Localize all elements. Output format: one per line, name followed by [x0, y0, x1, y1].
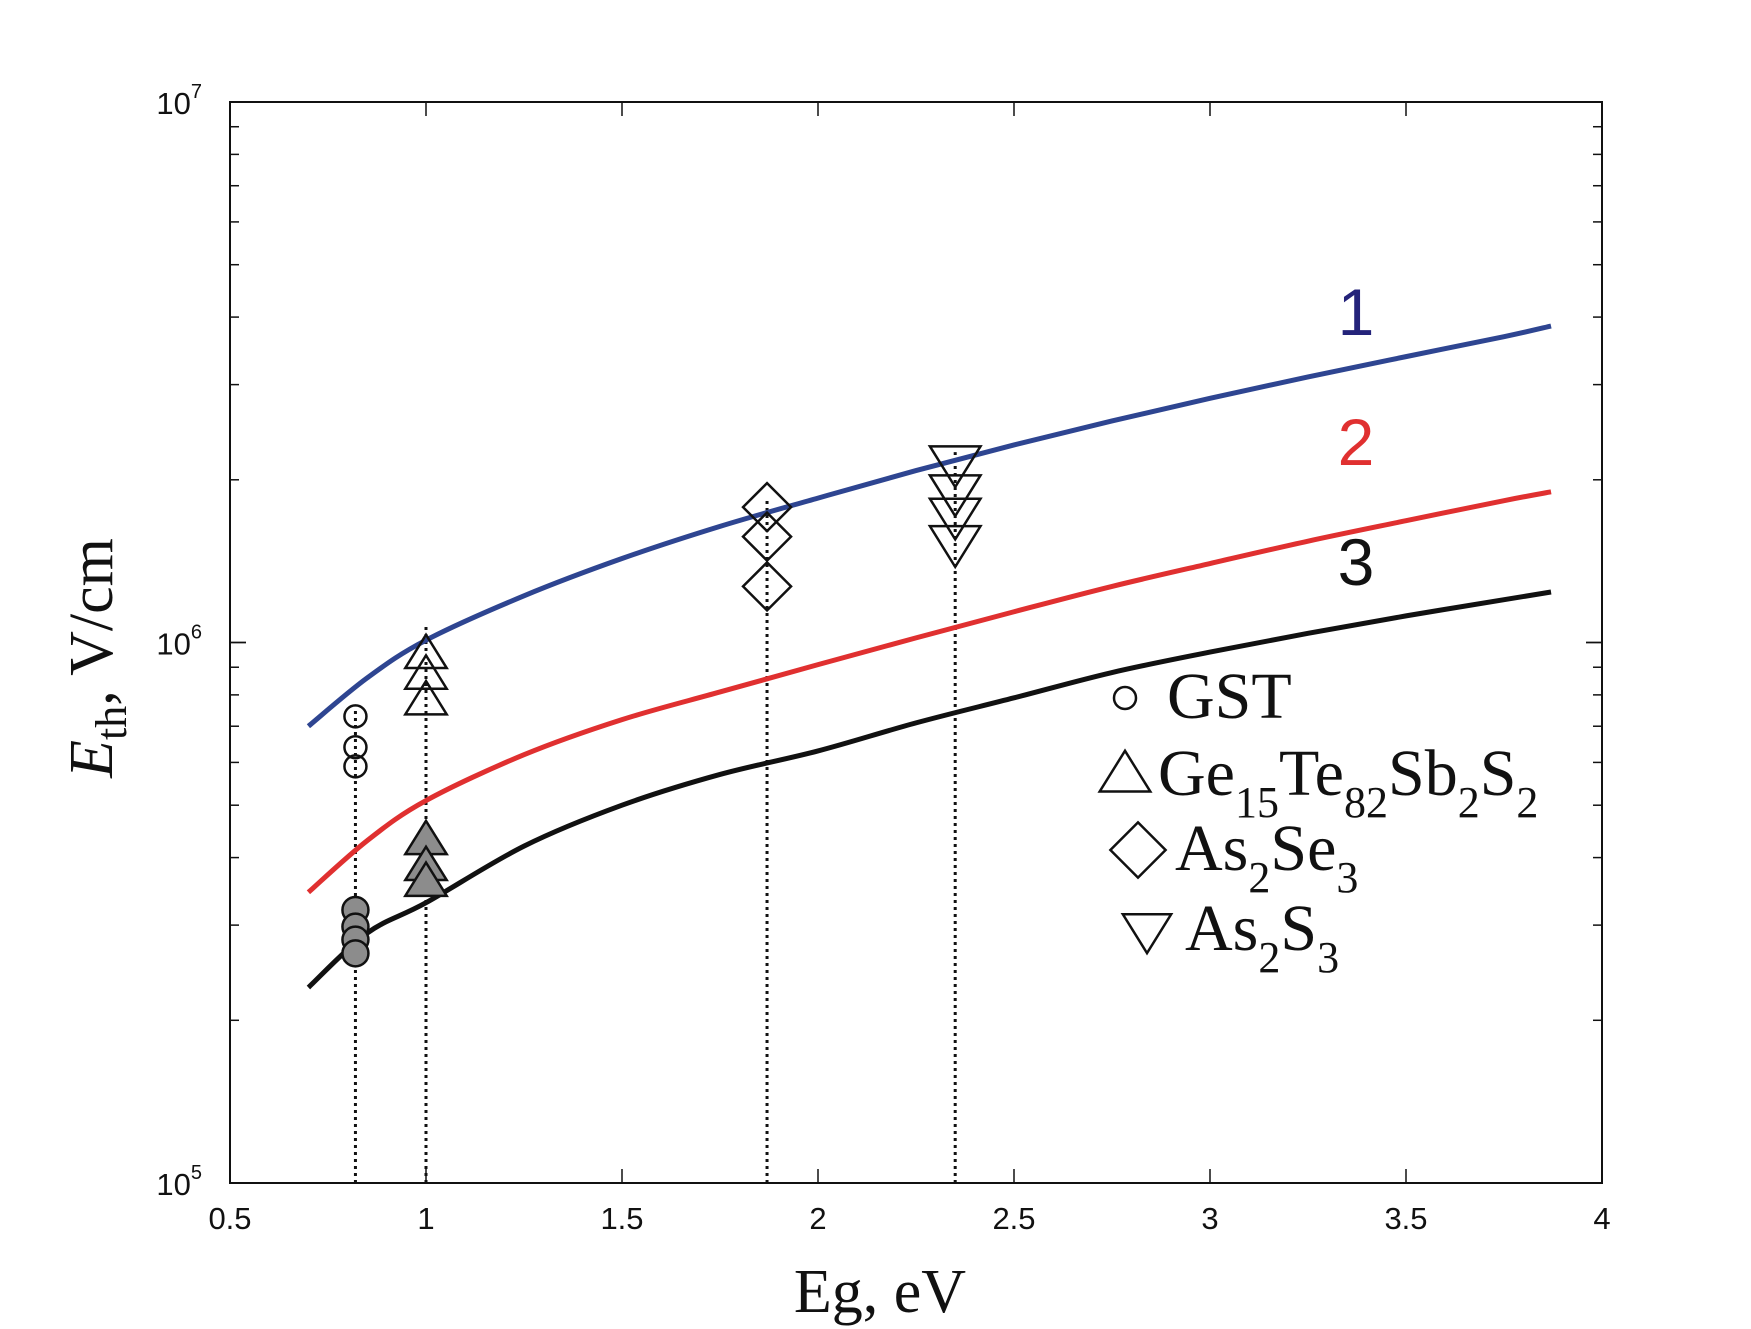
data-points — [341, 445, 983, 968]
curve-3-line — [306, 589, 1552, 990]
curve-2-line — [306, 489, 1552, 895]
data-point-triangle-down-open — [927, 524, 983, 570]
x-tick-label: 3.5 — [1384, 1201, 1427, 1236]
curve-labels: 1 2 3 — [1338, 275, 1375, 599]
legend-marker-circle — [1112, 685, 1138, 711]
data-point-triangle-down-open — [927, 445, 983, 490]
data-point-circle-open — [343, 735, 368, 760]
data-point-diamond-open — [741, 510, 793, 563]
x-tick-label: 1.5 — [600, 1201, 643, 1236]
legend-item: Ge15Te82Sb2S2 — [1097, 737, 1538, 827]
data-point-circle-open — [343, 754, 368, 779]
y-tick-labels: 105 106 107 — [156, 81, 202, 1202]
legend-marker-diamond — [1108, 820, 1168, 880]
x-tick-label: 0.5 — [208, 1201, 251, 1236]
x-tick-labels: 0.5 1 1.5 2 2.5 3 3.5 4 — [208, 1201, 1610, 1236]
curve-label-2: 2 — [1338, 405, 1375, 479]
y-axis-title: Eth, V/cm — [58, 538, 136, 779]
data-point-triangle-up-open — [403, 678, 449, 716]
x-tick-label: 4 — [1593, 1201, 1610, 1236]
data-point-triangle-up-open — [403, 653, 449, 690]
legend-label: Ge15Te82Sb2S2 — [1158, 737, 1538, 827]
y-tick-label: 107 — [156, 81, 202, 121]
data-point-triangle-down-open — [927, 474, 983, 519]
curve-label-1: 1 — [1338, 275, 1375, 349]
y-tick-label: 105 — [156, 1162, 202, 1202]
data-point-triangle-up-filled — [403, 860, 449, 898]
legend-label: As2Se3 — [1175, 812, 1358, 902]
plot-frame — [229, 101, 1603, 1184]
data-point-diamond-open — [741, 560, 793, 613]
legend-item: As2S3 — [1120, 892, 1339, 982]
legend-marker-triangle-down — [1120, 913, 1174, 956]
x-tick-label: 1 — [417, 1201, 434, 1236]
curve-1-line — [306, 323, 1552, 729]
data-point-triangle-up-open — [403, 632, 449, 670]
vertical-guide-lines — [353, 452, 957, 1183]
x-axis-title: Eg, eV — [794, 1258, 966, 1326]
y-tick-label: 106 — [156, 622, 202, 662]
legend-label: GST — [1167, 660, 1292, 733]
x-tick-label: 2 — [809, 1201, 826, 1236]
legend-item: GST — [1112, 660, 1292, 733]
legend-label: As2S3 — [1185, 892, 1339, 982]
legend-marker-triangle-up — [1097, 748, 1153, 793]
data-point-circle-open — [343, 704, 368, 729]
x-tick-label: 3 — [1201, 1201, 1218, 1236]
curve-label-3: 3 — [1338, 525, 1375, 599]
data-point-circle-filled — [341, 939, 370, 968]
x-tick-label: 2.5 — [992, 1201, 1035, 1236]
legend-item: As2Se3 — [1108, 812, 1358, 902]
data-point-diamond-open — [741, 481, 793, 533]
data-point-triangle-down-open — [927, 497, 983, 542]
model-curves — [306, 323, 1552, 990]
